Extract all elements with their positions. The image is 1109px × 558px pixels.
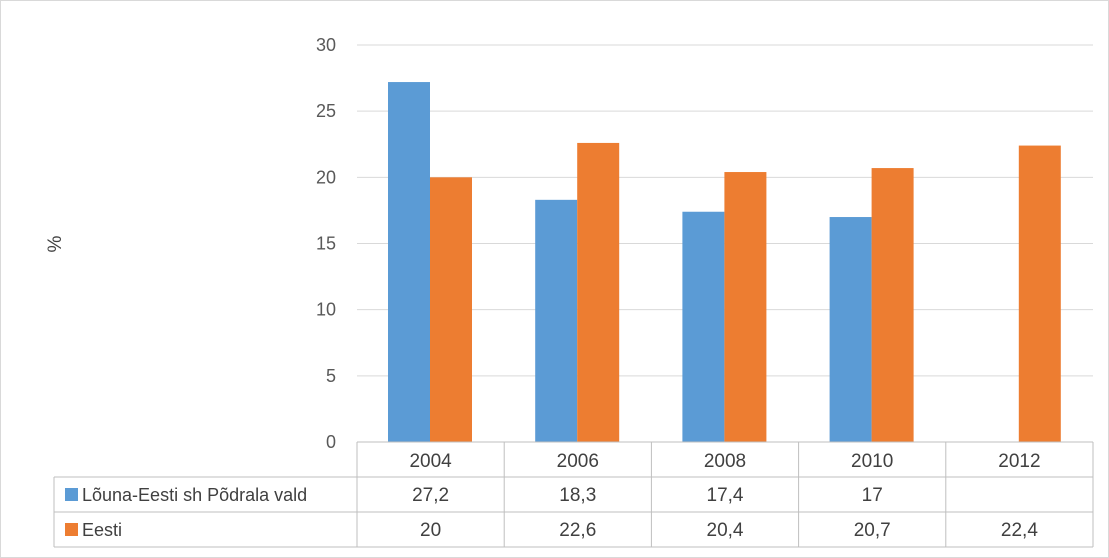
- bar-series-2-2006: [577, 142, 620, 442]
- bar-series-1-2006: [535, 199, 578, 442]
- category-label: 2012: [998, 451, 1040, 472]
- y-tick-label: 0: [326, 432, 336, 452]
- data-label: 17: [862, 485, 883, 506]
- data-label: 20,7: [854, 520, 891, 541]
- category-label: 2010: [851, 451, 893, 472]
- bar-series-2-2004: [430, 177, 472, 443]
- data-label: 18,3: [559, 485, 596, 506]
- data-label: 20: [420, 520, 441, 541]
- data-label: 27,2: [412, 485, 449, 506]
- category-label: 2006: [557, 451, 599, 472]
- y-tick-label: 25: [316, 101, 336, 121]
- bar-series-1-2008: [682, 211, 725, 442]
- bar-series-2-2012: [1018, 145, 1061, 442]
- y-tick-label: 5: [326, 366, 336, 386]
- bar-series-1-2004: [388, 82, 430, 442]
- category-label: 2004: [409, 451, 452, 472]
- data-label: 22,6: [559, 520, 596, 541]
- data-label: 22,4: [1001, 520, 1038, 541]
- y-tick-label: 15: [316, 234, 336, 254]
- y-tick-label: 10: [316, 300, 336, 320]
- legend-label: Lõuna-Eesti sh Põdrala vald: [82, 485, 307, 505]
- data-label: 20,4: [707, 520, 744, 541]
- bar-series-2-2008: [724, 172, 767, 443]
- bar-series-1-2010: [829, 217, 872, 442]
- legend-swatch: [65, 523, 78, 536]
- y-axis-ticks: 0 5 10 15 20 25 30: [316, 35, 336, 452]
- bars: [388, 82, 1061, 443]
- legend-label: Eesti: [82, 520, 122, 540]
- legend-swatch: [65, 488, 78, 501]
- y-tick-label: 20: [316, 167, 336, 187]
- category-label: 2008: [704, 451, 746, 472]
- y-axis-title: %: [45, 235, 66, 252]
- data-table: 2004 2006 2008 2010 2012 Lõuna-Eesti sh Põdra…: [53, 441, 1094, 548]
- y-tick-label: 30: [316, 35, 336, 55]
- data-label: 17,4: [707, 485, 744, 506]
- bar-series-2-2010: [871, 168, 914, 442]
